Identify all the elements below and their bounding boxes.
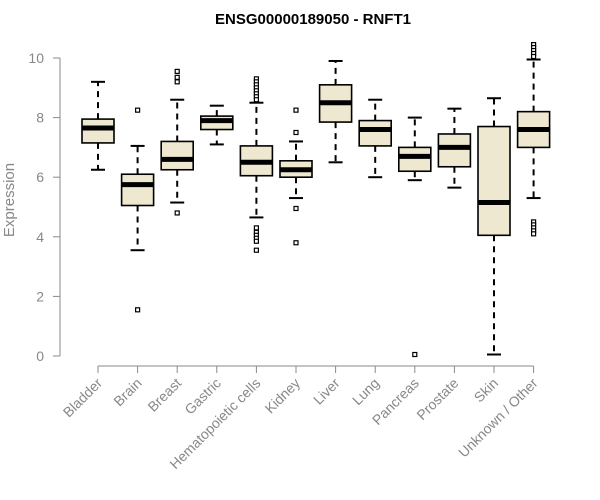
box-kidney <box>279 107 313 246</box>
iqr-box <box>437 133 472 168</box>
iqr-box <box>358 119 393 147</box>
y-tick-label: 4 <box>36 229 44 245</box>
box-unknown-other <box>516 41 551 237</box>
outlier-point <box>253 247 259 253</box>
chart-title: ENSG00000189050 - RNFT1 <box>215 11 411 28</box>
outlier-point <box>253 225 259 231</box>
x-tick-label: Lung <box>349 375 382 408</box>
y-tick-label: 2 <box>36 288 44 304</box>
x-tick-label: Skin <box>471 375 502 406</box>
box-breast <box>160 68 194 216</box>
outlier-point <box>135 307 141 313</box>
outlier-point <box>412 351 418 358</box>
outlier-point <box>293 129 299 136</box>
box-brain <box>120 107 155 313</box>
box-bladder <box>81 80 115 171</box>
y-tick-label: 10 <box>28 50 44 66</box>
x-tick-label: Prostate <box>413 375 461 423</box>
box-pancreas <box>397 116 432 358</box>
y-tick-label: 8 <box>36 110 44 126</box>
x-tick-label: Bladder <box>60 375 106 421</box>
outlier-point <box>174 68 180 75</box>
outlier-point <box>293 205 299 212</box>
y-tick-label: 0 <box>36 348 44 364</box>
y-axis: 0 2 4 6 8 10 <box>28 50 61 364</box>
y-axis-label: Expression <box>1 163 18 237</box>
box-lung <box>358 98 393 179</box>
outlier-point <box>253 238 259 244</box>
box-gastric <box>200 104 234 146</box>
outlier-point <box>174 74 180 80</box>
y-tick-label: 6 <box>36 169 44 185</box>
boxes <box>81 41 551 358</box>
x-tick-label: Breast <box>144 375 184 415</box>
outlier-point <box>530 231 537 237</box>
outlier-point <box>293 107 299 113</box>
outlier-point <box>174 79 180 85</box>
box-hematopoietic-cells <box>239 76 274 253</box>
iqr-box <box>120 173 155 207</box>
outlier-point <box>293 240 299 246</box>
x-tick-label: Kidney <box>262 375 304 417</box>
box-skin <box>477 97 511 356</box>
iqr-box <box>81 118 115 144</box>
box-prostate <box>437 107 472 189</box>
x-tick-label: Brain <box>110 375 144 409</box>
iqr-box <box>160 140 194 171</box>
x-tick-label: Liver <box>310 375 343 408</box>
iqr-box <box>477 125 511 237</box>
outlier-point <box>135 107 141 113</box>
outlier-point <box>174 210 180 216</box>
iqr-box <box>397 146 432 173</box>
outlier-point <box>253 97 259 103</box>
box-liver <box>318 59 353 164</box>
outlier-point <box>530 53 537 60</box>
